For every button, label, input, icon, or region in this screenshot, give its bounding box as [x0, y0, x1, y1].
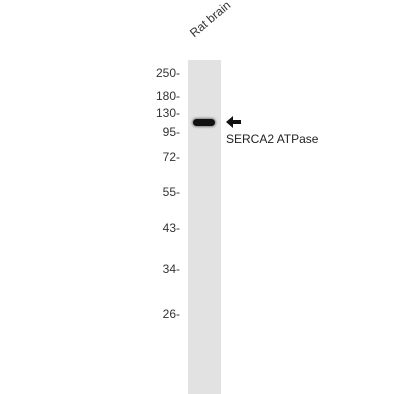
- protein-band: [193, 119, 215, 126]
- marker-26: 26-: [162, 307, 180, 321]
- marker-95: 95-: [162, 125, 180, 139]
- blot-lane: [188, 60, 221, 394]
- marker-34: 34-: [162, 262, 180, 276]
- marker-250: 250-: [155, 66, 180, 80]
- lane-label: Rat brain: [187, 0, 234, 41]
- left-arrow-icon: [226, 116, 241, 128]
- marker-130: 130-: [155, 106, 180, 120]
- marker-43: 43-: [162, 221, 180, 235]
- marker-55: 55-: [162, 185, 180, 199]
- marker-72: 72-: [162, 150, 180, 164]
- target-protein-label: SERCA2 ATPase: [226, 132, 319, 146]
- marker-180: 180-: [155, 89, 180, 103]
